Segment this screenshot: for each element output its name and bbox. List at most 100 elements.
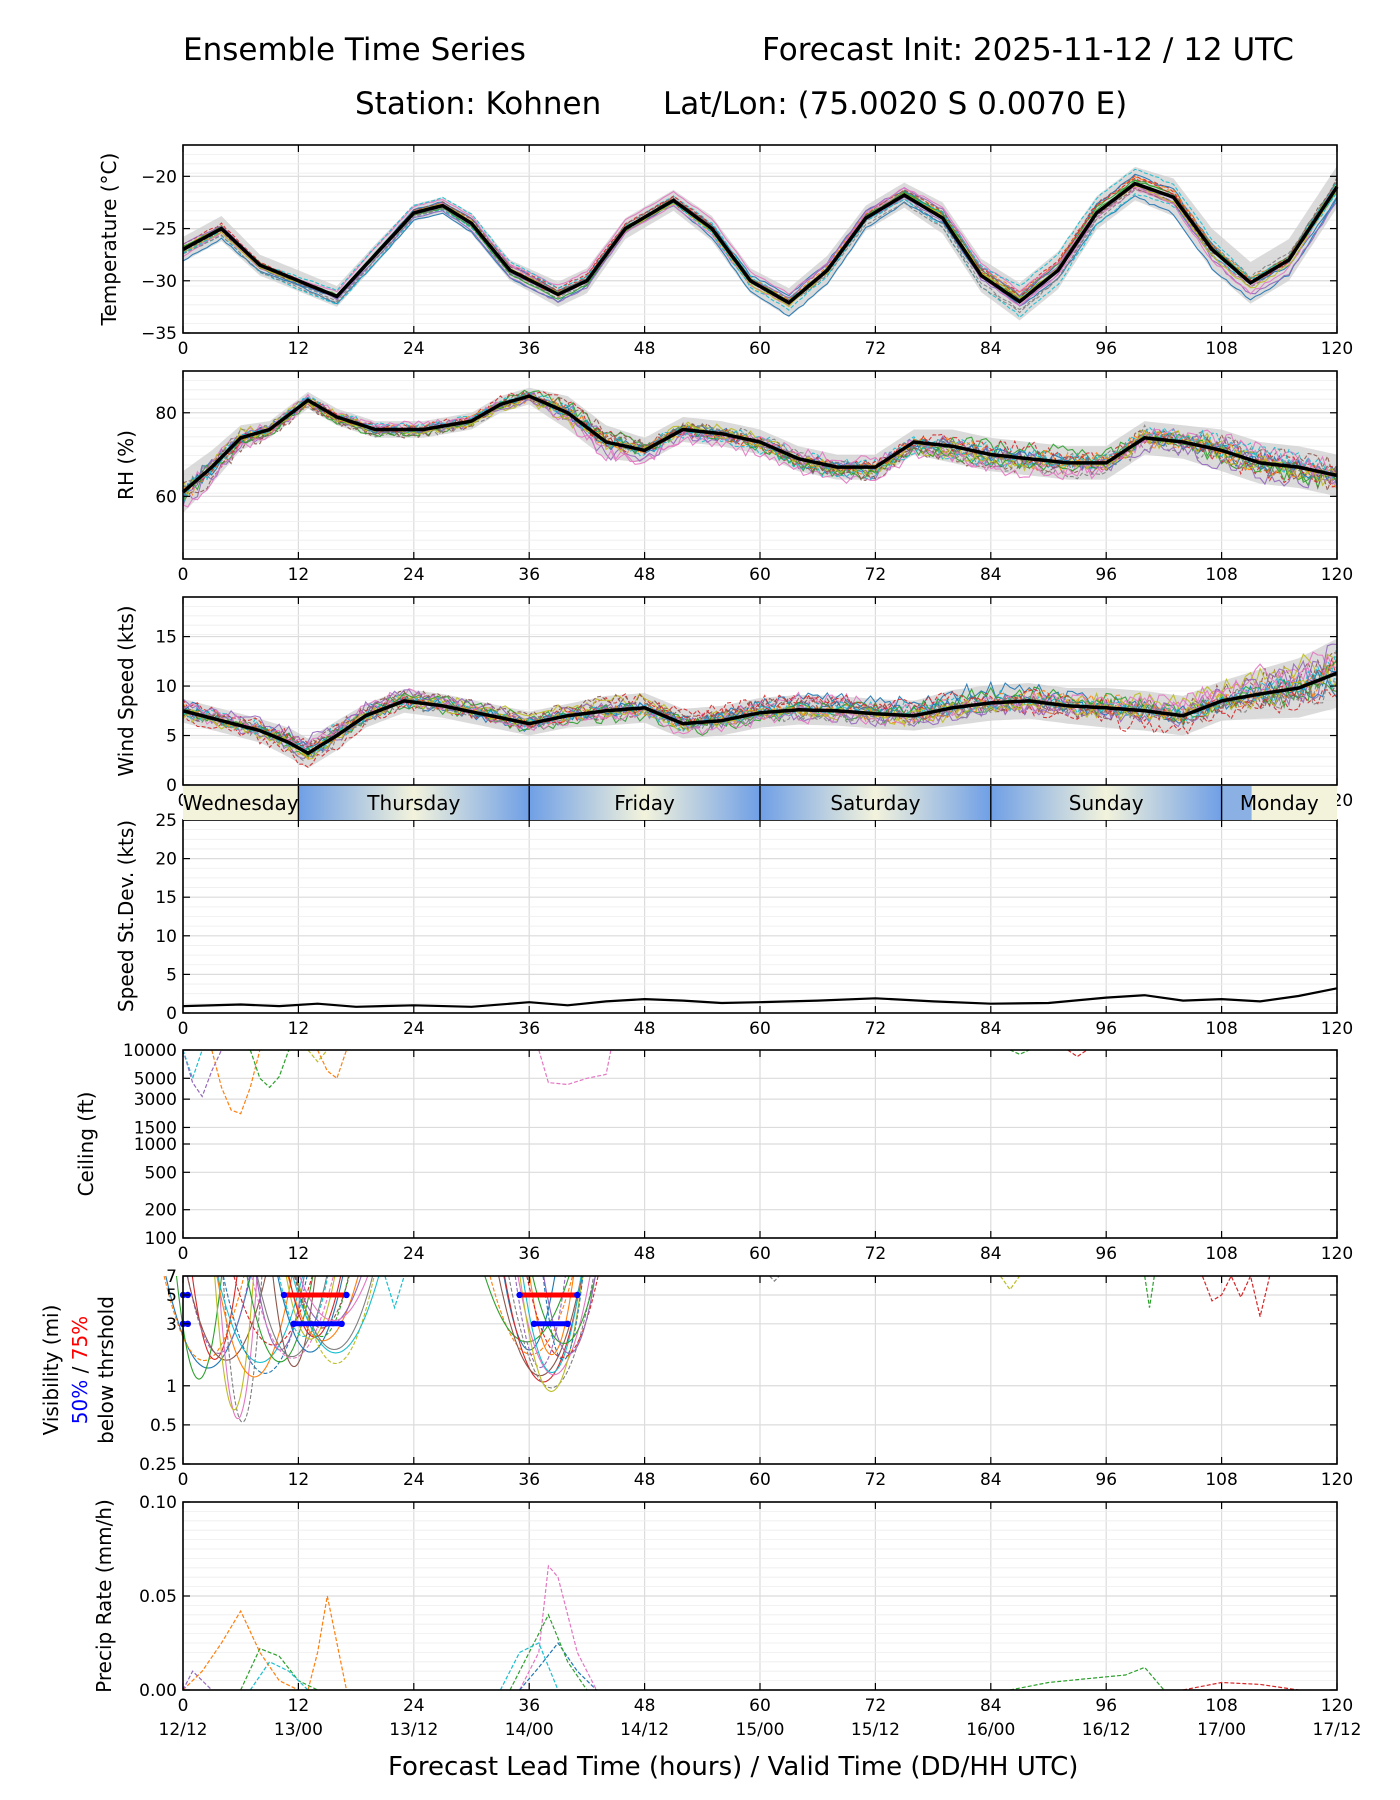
member-line [1144,1275,1155,1308]
x-tick-label: 108 [1205,1244,1237,1264]
x-tick-label: 48 [634,1244,656,1264]
x-tick-label: 12 [288,1470,310,1490]
member-line [256,1275,328,1358]
y-axis-label: Wind Speed (kts) [114,605,138,776]
x-tick-label: 72 [865,1470,887,1490]
x-tick-label: 36 [518,1019,540,1039]
y-tick-label: 0 [166,776,177,796]
threshold-end-marker [516,1291,523,1299]
x-tick-label: 60 [749,1244,771,1264]
member-line [293,1275,350,1329]
valid-time-label: 12/12 [159,1720,208,1740]
y-tick-label: 0.5 [150,1416,177,1436]
y-tick-label: 10 [155,927,177,947]
x-tick-label: 120 [1321,339,1353,359]
member-line [519,1641,597,1691]
valid-time-label: 16/12 [1082,1720,1131,1740]
x-tick-label: 48 [634,1019,656,1039]
y-tick-label: −25 [141,220,177,240]
y-tick-label: 10000 [123,1041,177,1061]
day-segment [990,786,1222,820]
day-segment [183,786,213,820]
x-tick-label: 84 [980,565,1002,585]
y-tick-label: 3 [166,1315,177,1335]
member-line [384,1275,405,1310]
valid-time-label: 15/12 [851,1720,900,1740]
day-label: Monday [1240,791,1319,815]
x-tick-label: 120 [1321,565,1353,585]
station-latlon: Lat/Lon: (75.0020 S 0.0070 E) [663,86,1128,122]
member-line [211,1049,261,1115]
station-name: Station: Kohnen [355,86,602,122]
y-tick-label: 0.05 [139,1587,177,1607]
x-tick-label: 60 [749,1470,771,1490]
y-tick-label: 15 [155,628,177,648]
y-axis-below-label: below thrshold [94,1296,118,1444]
x-tick-label: 96 [1095,1019,1117,1039]
panel-ceiling: 0 12 24 36 48 60 72 84 96 108 120 100 200 500 10001500… [74,1041,1353,1264]
member-line [519,1564,598,1691]
x-tick-label: 24 [403,565,425,585]
panel-temperature: 0 12 24 36 48 60 72 84 96 108 120 −35 −30 −25 −20 Tempe… [97,144,1353,359]
valid-time-label: 13/12 [389,1720,438,1740]
member-line [182,1670,213,1691]
x-tick-label: 24 [403,339,425,359]
x-tick-label: 0 [178,1470,189,1490]
x-tick-label: 84 [980,1696,1002,1716]
member-line [182,1049,203,1081]
x-tick-label: 12 [288,565,310,585]
member-line [163,1275,245,1362]
x-tick-label: 60 [749,1019,771,1039]
x-tick-label: 120 [1321,1470,1353,1490]
member-line [292,1275,380,1354]
valid-time-label: 14/00 [505,1720,554,1740]
member-line [278,1275,329,1338]
day-segment [1221,786,1252,820]
pct75-label: 75% [68,1316,92,1360]
member-line [287,1275,359,1342]
member-line [277,1275,344,1353]
x-axis-label: Forecast Lead Time (hours) / Valid Time … [388,1752,1079,1782]
member-line [532,1275,596,1345]
member-line [182,651,1338,746]
y-axis-threshold-label: 50% / 75% [68,1316,92,1424]
panel-visibility: 0 12 24 36 48 60 72 84 96 108 120 0.25 0.5 1 3 57 Visibi… [39,1267,1353,1490]
panel-wind_speed: 01224364860728496108120051015Wind Speed … [114,596,1353,811]
x-tick-label: 0 [178,1696,189,1716]
x-tick-label: 72 [865,1696,887,1716]
y-tick-label: 60 [155,487,177,507]
ensemble-mean-line [182,181,1339,305]
stdev-line [182,987,1338,1008]
pct-separator: / [68,1360,92,1379]
y-axis-label: RH (%) [114,430,138,500]
member-line [522,1275,582,1374]
y-tick-label: 1000 [134,1135,177,1155]
y-tick-label: −35 [141,324,177,344]
forecast-init: Forecast Init: 2025-11-12 / 12 UTC [762,32,1294,68]
y-tick-label: 5 [166,727,177,747]
member-line [1067,1049,1088,1058]
member-line [503,1275,583,1383]
y-tick-label: 1 [166,1377,177,1397]
member-line [182,184,1338,304]
member-line [517,1275,591,1376]
member-line [307,1049,328,1063]
y-tick-label: 5 [166,1286,177,1306]
x-tick-label: 48 [634,565,656,585]
x-tick-label: 72 [865,339,887,359]
x-tick-label: 72 [865,1019,887,1039]
x-tick-label: 120 [1321,1019,1353,1039]
x-tick-label: 84 [980,1244,1002,1264]
y-tick-label: 500 [145,1163,177,1183]
panel-speed_stdev: 0 12 24 36 48 60 72 84 96 108 120 0 5 10 15 20 25 Speed S… [114,811,1353,1039]
x-tick-label: 36 [518,1470,540,1490]
x-tick-label: 96 [1095,565,1117,585]
x-tick-label: 24 [403,1244,425,1264]
y-tick-label: 3000 [134,1090,177,1110]
member-line [542,1275,584,1361]
member-line [543,1275,596,1355]
x-tick-label: 12 [288,1244,310,1264]
threshold-end-marker [574,1291,581,1299]
chart-title: Ensemble Time Series [183,32,526,68]
